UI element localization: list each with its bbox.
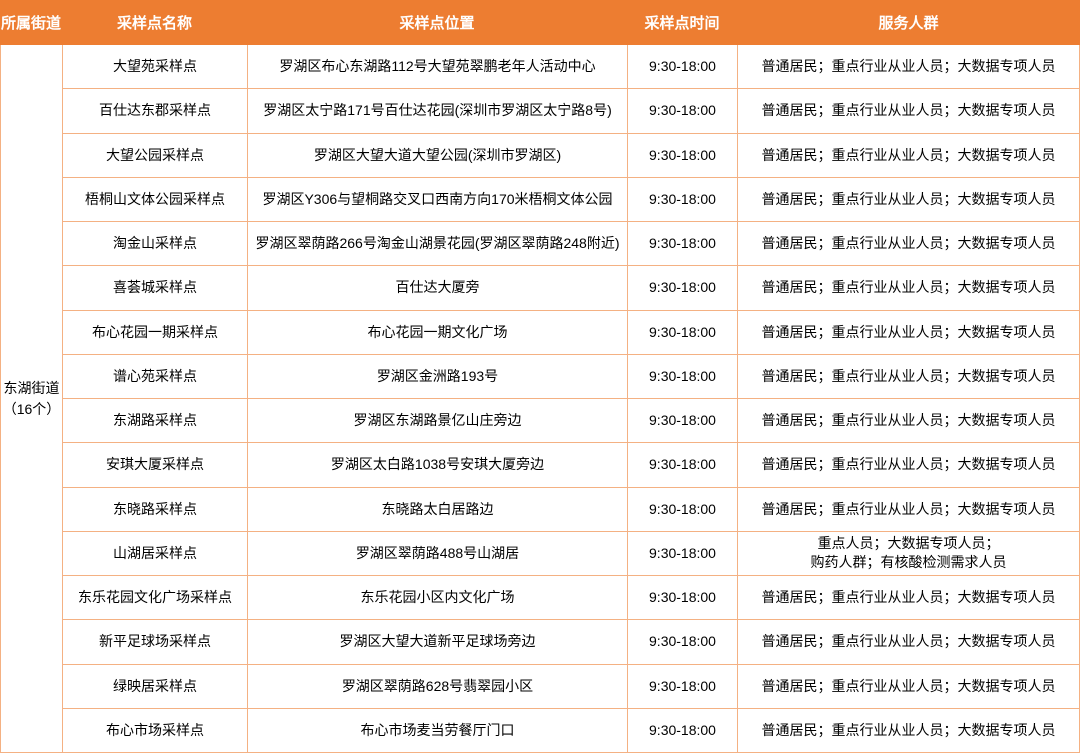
site-time-cell: 9:30-18:00 [628, 266, 738, 311]
service-group-cell: 普通居民；重点行业从业人员；大数据专项人员 [738, 222, 1080, 267]
site-name-cell: 喜荟城采样点 [63, 266, 248, 311]
site-name-cell: 东晓路采样点 [63, 487, 248, 532]
site-name-cell: 大望公园采样点 [63, 133, 248, 178]
service-group-cell: 普通居民；重点行业从业人员；大数据专项人员 [738, 266, 1080, 311]
site-name-cell: 绿映居采样点 [63, 664, 248, 709]
site-location-cell: 东晓路太白居路边 [248, 487, 628, 532]
site-name-cell: 山湖居采样点 [63, 531, 248, 576]
site-location-cell: 罗湖区翠荫路488号山湖居 [248, 531, 628, 576]
site-location-cell: 罗湖区Y306与望桐路交叉口西南方向170米梧桐文体公园 [248, 177, 628, 222]
site-name-cell: 谱心苑采样点 [63, 354, 248, 399]
site-time-cell: 9:30-18:00 [628, 399, 738, 444]
service-group-cell: 普通居民；重点行业从业人员；大数据专项人员 [738, 487, 1080, 532]
header-site-name: 采样点名称 [116, 15, 192, 32]
site-name-cell: 东湖路采样点 [63, 399, 248, 444]
site-location-cell: 罗湖区翠荫路266号淘金山湖景花园(罗湖区翠荫路248附近) [248, 222, 628, 267]
table-row: 布心花园一期采样点 布心花园一期文化广场 9:30-18:00 普通居民；重点行… [63, 310, 1080, 355]
table-row: 绿映居采样点 罗湖区翠荫路628号翡翠园小区 9:30-18:00 普通居民；重… [63, 664, 1080, 709]
site-name-cell: 布心花园一期采样点 [63, 310, 248, 355]
site-name-cell: 百仕达东郡采样点 [63, 89, 248, 134]
table-row: 新平足球场采样点 罗湖区大望大道新平足球场旁边 9:30-18:00 普通居民；… [63, 620, 1080, 665]
site-location-cell: 罗湖区翠荫路628号翡翠园小区 [248, 664, 628, 709]
table-row: 山湖居采样点 罗湖区翠荫路488号山湖居 9:30-18:00 重点人员；大数据… [63, 531, 1080, 576]
table-row: 淘金山采样点 罗湖区翠荫路266号淘金山湖景花园(罗湖区翠荫路248附近) 9:… [63, 222, 1080, 267]
site-time-cell: 9:30-18:00 [628, 576, 738, 621]
table-row: 喜荟城采样点 百仕达大厦旁 9:30-18:00 普通居民；重点行业从业人员；大… [63, 266, 1080, 311]
service-group-cell: 普通居民；重点行业从业人员；大数据专项人员 [738, 664, 1080, 709]
table-row: 谱心苑采样点 罗湖区金洲路193号 9:30-18:00 普通居民；重点行业从业… [63, 354, 1080, 399]
service-group-cell: 普通居民；重点行业从业人员；大数据专项人员 [738, 310, 1080, 355]
site-time-cell: 9:30-18:00 [628, 443, 738, 488]
site-time-cell: 9:30-18:00 [628, 177, 738, 222]
service-group-cell: 普通居民；重点行业从业人员；大数据专项人员 [738, 399, 1080, 444]
service-group-cell: 普通居民；重点行业从业人员；大数据专项人员 [738, 620, 1080, 665]
site-location-cell: 罗湖区东湖路景亿山庄旁边 [248, 399, 628, 444]
site-time-cell: 9:30-18:00 [628, 531, 738, 576]
table-header-row: 所属街道 采样点名称 采样点位置 采样点时间 服务人群 [0, 0, 1080, 45]
service-group-cell: 普通居民；重点行业从业人员；大数据专项人员 [738, 133, 1080, 178]
table-row: 布心市场采样点 布心市场麦当劳餐厅门口 9:30-18:00 普通居民；重点行业… [63, 708, 1080, 753]
header-site-location: 采样点位置 [399, 15, 475, 32]
site-location-cell: 布心花园一期文化广场 [248, 310, 628, 355]
site-time-cell: 9:30-18:00 [628, 620, 738, 665]
table-rows: 大望苑采样点 罗湖区布心东湖路112号大望苑翠鹏老年人活动中心 9:30-18:… [63, 45, 1080, 753]
site-location-cell: 罗湖区布心东湖路112号大望苑翠鹏老年人活动中心 [248, 45, 628, 90]
site-location-cell: 罗湖区大望大道新平足球场旁边 [248, 620, 628, 665]
site-name-cell: 布心市场采样点 [63, 708, 248, 753]
site-name-cell: 大望苑采样点 [63, 45, 248, 90]
service-group-cell: 重点人员；大数据专项人员； 购药人群；有核酸检测需求人员 [738, 531, 1080, 576]
service-group-cell: 普通居民；重点行业从业人员；大数据专项人员 [738, 354, 1080, 399]
service-group-cell: 普通居民；重点行业从业人员；大数据专项人员 [738, 177, 1080, 222]
site-location-cell: 东乐花园小区内文化广场 [248, 576, 628, 621]
site-time-cell: 9:30-18:00 [628, 487, 738, 532]
site-time-cell: 9:30-18:00 [628, 133, 738, 178]
site-time-cell: 9:30-18:00 [628, 664, 738, 709]
site-name-cell: 梧桐山文体公园采样点 [63, 177, 248, 222]
site-location-cell: 罗湖区大望大道大望公园(深圳市罗湖区) [248, 133, 628, 178]
table-row: 安琪大厦采样点 罗湖区太白路1038号安琪大厦旁边 9:30-18:00 普通居… [63, 443, 1080, 488]
header-service-group: 服务人群 [878, 15, 939, 32]
site-location-cell: 罗湖区金洲路193号 [248, 354, 628, 399]
site-name-cell: 淘金山采样点 [63, 222, 248, 267]
service-group-cell: 普通居民；重点行业从业人员；大数据专项人员 [738, 45, 1080, 90]
site-name-cell: 新平足球场采样点 [63, 620, 248, 665]
site-time-cell: 9:30-18:00 [628, 222, 738, 267]
site-time-cell: 9:30-18:00 [628, 89, 738, 134]
header-street: 所属街道 [0, 15, 61, 32]
site-location-cell: 罗湖区太白路1038号安琪大厦旁边 [248, 443, 628, 488]
service-group-cell: 普通居民；重点行业从业人员；大数据专项人员 [738, 443, 1080, 488]
site-location-cell: 百仕达大厦旁 [248, 266, 628, 311]
site-time-cell: 9:30-18:00 [628, 354, 738, 399]
table-row: 梧桐山文体公园采样点 罗湖区Y306与望桐路交叉口西南方向170米梧桐文体公园 … [63, 177, 1080, 222]
table-row: 大望苑采样点 罗湖区布心东湖路112号大望苑翠鹏老年人活动中心 9:30-18:… [63, 45, 1080, 90]
site-location-cell: 布心市场麦当劳餐厅门口 [248, 708, 628, 753]
street-group-cell: 东湖街道 （16个） [1, 45, 63, 753]
service-group-cell: 普通居民；重点行业从业人员；大数据专项人员 [738, 708, 1080, 753]
header-site-time: 采样点时间 [644, 15, 720, 32]
site-time-cell: 9:30-18:00 [628, 45, 738, 90]
table-body: 东湖街道 （16个） 大望苑采样点 罗湖区布心东湖路112号大望苑翠鹏老年人活动… [0, 45, 1080, 753]
site-location-cell: 罗湖区太宁路171号百仕达花园(深圳市罗湖区太宁路8号) [248, 89, 628, 134]
table-row: 百仕达东郡采样点 罗湖区太宁路171号百仕达花园(深圳市罗湖区太宁路8号) 9:… [63, 89, 1080, 134]
site-time-cell: 9:30-18:00 [628, 310, 738, 355]
site-name-cell: 东乐花园文化广场采样点 [63, 576, 248, 621]
table-row: 东晓路采样点 东晓路太白居路边 9:30-18:00 普通居民；重点行业从业人员… [63, 487, 1080, 532]
service-group-cell: 普通居民；重点行业从业人员；大数据专项人员 [738, 89, 1080, 134]
site-time-cell: 9:30-18:00 [628, 708, 738, 753]
table-row: 大望公园采样点 罗湖区大望大道大望公园(深圳市罗湖区) 9:30-18:00 普… [63, 133, 1080, 178]
service-group-cell: 普通居民；重点行业从业人员；大数据专项人员 [738, 576, 1080, 621]
site-name-cell: 安琪大厦采样点 [63, 443, 248, 488]
table-row: 东乐花园文化广场采样点 东乐花园小区内文化广场 9:30-18:00 普通居民；… [63, 576, 1080, 621]
table-row: 东湖路采样点 罗湖区东湖路景亿山庄旁边 9:30-18:00 普通居民；重点行业… [63, 399, 1080, 444]
